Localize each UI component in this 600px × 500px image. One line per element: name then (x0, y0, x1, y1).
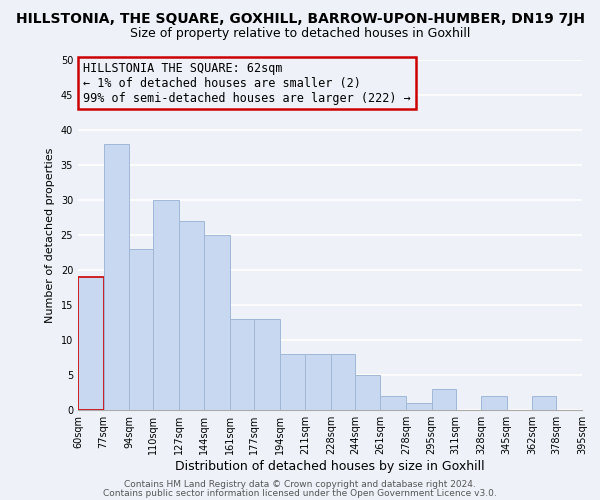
Bar (380, 396, 406, 410)
Bar (129, 249, 153, 410)
Bar (582, 403, 600, 410)
Text: Contains public sector information licensed under the Open Government Licence v3: Contains public sector information licen… (103, 489, 497, 498)
Text: Size of property relative to detached houses in Goxhill: Size of property relative to detached ho… (130, 28, 470, 40)
Bar (205, 235, 230, 410)
X-axis label: Distribution of detached houses by size in Goxhill: Distribution of detached houses by size … (175, 460, 485, 473)
Bar (280, 354, 305, 410)
Bar (331, 354, 355, 410)
Bar (532, 396, 556, 410)
Text: Contains HM Land Registry data © Crown copyright and database right 2024.: Contains HM Land Registry data © Crown c… (124, 480, 476, 489)
Bar (104, 144, 129, 410)
Bar (78, 277, 104, 410)
Bar (153, 200, 179, 410)
Bar (305, 354, 331, 410)
Bar (406, 403, 431, 410)
Bar (355, 375, 380, 410)
Bar (254, 319, 280, 410)
Bar (230, 319, 254, 410)
Y-axis label: Number of detached properties: Number of detached properties (45, 148, 55, 322)
Bar (481, 396, 507, 410)
Bar (431, 389, 455, 410)
Text: HILLSTONIA, THE SQUARE, GOXHILL, BARROW-UPON-HUMBER, DN19 7JH: HILLSTONIA, THE SQUARE, GOXHILL, BARROW-… (16, 12, 584, 26)
Bar (179, 221, 205, 410)
Text: HILLSTONIA THE SQUARE: 62sqm
← 1% of detached houses are smaller (2)
99% of semi: HILLSTONIA THE SQUARE: 62sqm ← 1% of det… (83, 62, 411, 105)
